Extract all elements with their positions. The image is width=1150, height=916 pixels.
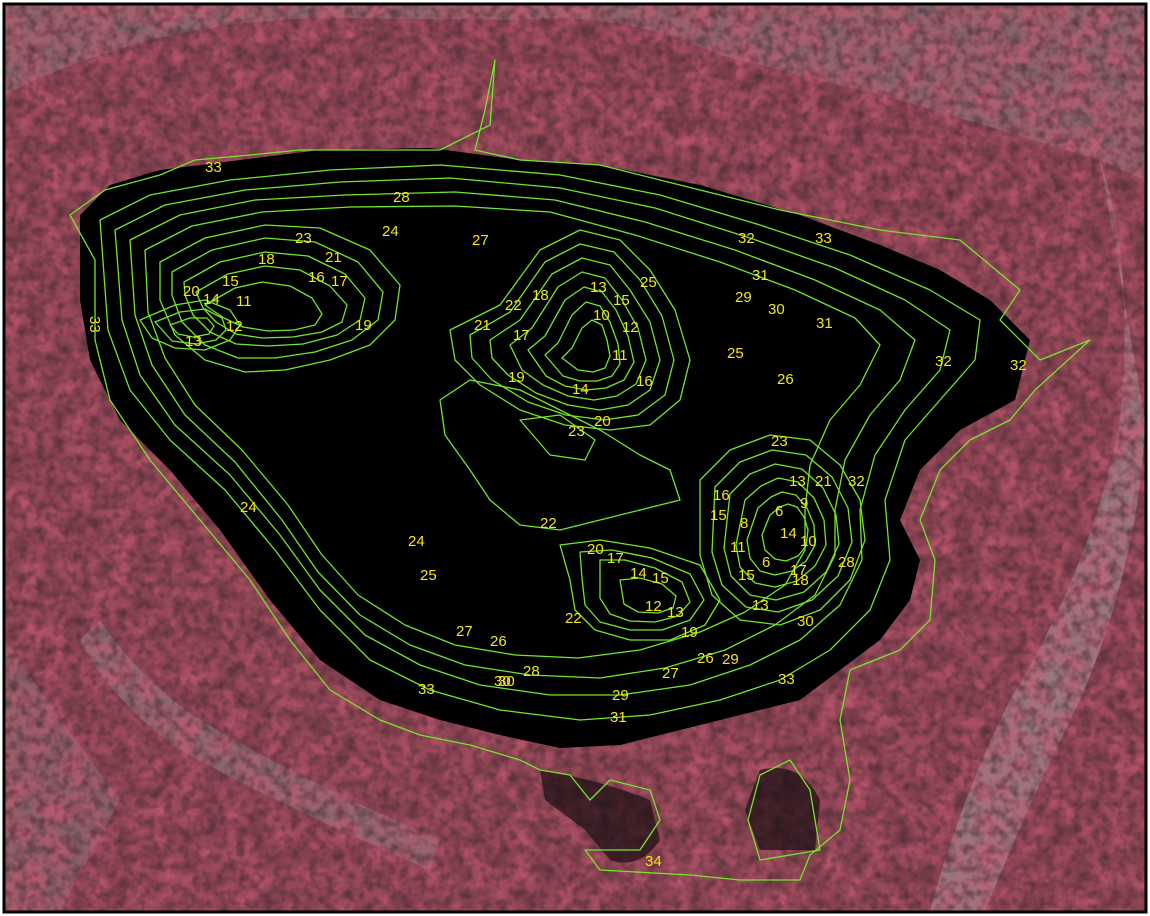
contour-label: 14	[203, 291, 220, 308]
contour-label: 24	[408, 533, 425, 550]
contour-label: 27	[456, 623, 473, 640]
contour-label: 6	[762, 554, 770, 571]
contour-lines	[69, 59, 1091, 881]
contour-label: 30	[494, 673, 511, 690]
contour-label: 8	[740, 515, 748, 532]
contour-label: 31	[610, 709, 627, 726]
contour-label: 32	[738, 230, 755, 247]
contour-label: 25	[727, 345, 744, 362]
contour-label: 26	[697, 650, 714, 667]
contour-label: 12	[226, 318, 243, 335]
contour-label: 33	[815, 230, 832, 247]
contour-label: 24	[240, 499, 257, 516]
contour-label: 28	[838, 554, 855, 571]
contour-label: 29	[722, 651, 739, 668]
contour-label: 18	[792, 572, 809, 589]
contour-label: 17	[790, 562, 807, 579]
contour-label: 11	[612, 347, 628, 364]
contour-label: 15	[222, 273, 239, 290]
contour-label: 32	[1010, 357, 1027, 374]
contour-label: 32	[848, 473, 865, 490]
contour-label: 20	[587, 541, 604, 558]
contour-label: 28	[523, 663, 540, 680]
contour-label: 20	[183, 283, 200, 300]
contour-label: 27	[472, 232, 489, 249]
contour-label: 30	[498, 673, 515, 690]
contour-label: 21	[815, 473, 832, 490]
contour-label: 19	[508, 369, 525, 386]
contour-label: 13	[590, 279, 607, 296]
contour-label: 31	[752, 267, 769, 284]
contour-label: 11	[730, 539, 746, 556]
contour-label: 23	[771, 433, 788, 450]
contour-label: 15	[710, 507, 727, 524]
contour-label: 26	[490, 633, 507, 650]
contour-label: 21	[474, 317, 491, 334]
contour-label: 16	[636, 373, 653, 390]
contour-label: 21	[325, 249, 342, 266]
contour-label: 33	[205, 159, 222, 176]
contour-label: 33	[86, 316, 103, 333]
contour-label: 26	[777, 371, 794, 388]
contour-label: 32	[935, 353, 952, 370]
contour-label: 13	[667, 604, 684, 621]
contour-label: 6	[775, 503, 783, 520]
contour-label: 18	[258, 251, 275, 268]
contour-label: 16	[308, 269, 325, 286]
contour-label: 19	[681, 624, 698, 641]
contour-label: 17	[513, 327, 530, 344]
contour-label: 24	[382, 223, 399, 240]
contour-label: 30	[797, 613, 814, 630]
contour-label: 15	[613, 292, 630, 309]
contour-label: 16	[713, 487, 730, 504]
contour-label: 14	[630, 565, 647, 582]
contour-label: 22	[505, 297, 522, 314]
contour-label: 14	[572, 381, 589, 398]
contour-label: 25	[640, 274, 657, 291]
contour-label: 18	[532, 287, 549, 304]
contour-label: 23	[295, 230, 312, 247]
contour-label: 13	[185, 333, 202, 350]
contour-label: 23	[568, 423, 585, 440]
contour-label: 13	[789, 473, 806, 490]
contour-label: 22	[565, 610, 582, 627]
contour-label: 11	[236, 293, 252, 310]
contour-label: 34	[645, 853, 662, 870]
contour-label: 29	[735, 289, 752, 306]
contour-label: 30	[768, 301, 785, 318]
contour-label: 15	[652, 570, 669, 587]
contour-label: 31	[816, 315, 833, 332]
contour-label: 13	[752, 597, 769, 614]
contour-label: 14	[780, 525, 797, 542]
contour-label: 28	[393, 189, 410, 206]
contour-label: 17	[607, 550, 624, 567]
contour-label: 33	[778, 671, 795, 688]
contour-label: 10	[593, 307, 610, 324]
contour-label: 9	[800, 495, 808, 512]
contour-labels: 33 28 27 24 23 21 18 20 15 14 11 12 16 1…	[86, 159, 1027, 870]
contour-label: 17	[331, 273, 348, 290]
contour-label: 27	[662, 665, 679, 682]
contour-label: 29	[612, 687, 629, 704]
contour-label: 22	[540, 515, 557, 532]
contour-label: 33	[418, 681, 435, 698]
contour-label: 10	[800, 533, 817, 550]
contour-label: 12	[622, 319, 639, 336]
contour-label: 15	[738, 567, 755, 584]
contour-label: 25	[420, 567, 437, 584]
contour-label: 20	[594, 413, 611, 430]
contour-label: 12	[645, 598, 662, 615]
contour-label: 19	[355, 317, 372, 334]
